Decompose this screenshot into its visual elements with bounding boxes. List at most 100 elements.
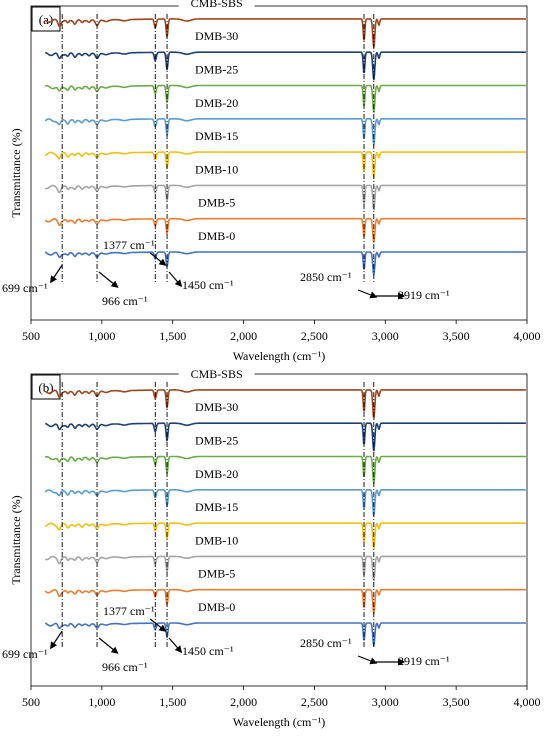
annotation-label: 1377 cm⁻¹ xyxy=(103,238,155,252)
series-label: DMB-25 xyxy=(195,63,238,77)
series-label: DMB-20 xyxy=(195,96,238,110)
series-line-dmb-30 xyxy=(44,51,527,81)
series-label-bg xyxy=(178,500,255,516)
series-label-bg xyxy=(178,62,255,78)
series-label-bg xyxy=(178,129,255,145)
x-tick-label: 3,000 xyxy=(372,329,399,343)
annotation-arrow xyxy=(149,618,167,632)
annotation-label: 1450 cm⁻¹ xyxy=(182,278,234,292)
series-line-dmb-15 xyxy=(44,151,527,178)
series-label-bg xyxy=(178,95,255,111)
series-line-dmb-25 xyxy=(44,84,527,113)
x-tick-label: 2,500 xyxy=(301,695,328,709)
x-tick-label: 500 xyxy=(22,329,40,343)
series-line-dmb-5 xyxy=(44,588,527,614)
x-tick-label: 1,000 xyxy=(88,695,115,709)
annotation-arrow xyxy=(98,637,119,654)
series-label: DMB-5 xyxy=(198,567,235,581)
annotation-label: 2919 cm⁻¹ xyxy=(398,288,450,302)
x-axis-label: Wavelength (cm⁻¹) xyxy=(233,715,326,729)
series-label: DMB-0 xyxy=(198,600,235,614)
annotation-arrow xyxy=(357,655,378,665)
annotation-arrow xyxy=(168,637,183,654)
x-tick-label: 3,000 xyxy=(372,695,399,709)
series-label: DMB-30 xyxy=(195,400,238,414)
annotation-arrow xyxy=(98,271,119,288)
series-line-cmb-sbs xyxy=(44,18,527,48)
series-label: CMB-SBS xyxy=(191,0,243,10)
annotation-label: 966 cm⁻¹ xyxy=(102,660,148,674)
x-tick-label: 3,500 xyxy=(443,695,470,709)
series-line-dmb-0 xyxy=(44,251,527,276)
x-axis-label: Wavelength (cm⁻¹) xyxy=(233,349,326,363)
series-label: DMB-30 xyxy=(195,29,238,43)
series-label-bg xyxy=(178,400,255,416)
series-line-dmb-10 xyxy=(44,555,527,582)
series-label-bg xyxy=(178,162,255,178)
series-line-dmb-10 xyxy=(44,184,527,211)
series-label-bg xyxy=(178,533,255,549)
series-line-dmb-0 xyxy=(44,622,527,647)
annotation-label: 966 cm⁻¹ xyxy=(102,294,148,308)
annotation-arrow xyxy=(149,252,167,266)
annotation-label: 2850 cm⁻¹ xyxy=(300,636,352,650)
series-label-bg xyxy=(178,0,255,11)
annotation-label: 699 cm⁻¹ xyxy=(2,647,48,661)
x-tick-label: 2,000 xyxy=(230,695,257,709)
series-label-bg xyxy=(178,566,255,582)
series-label-bg xyxy=(178,466,255,482)
annotation-arrow xyxy=(168,271,183,288)
series-label: DMB-25 xyxy=(195,434,238,448)
series-label: DMB-20 xyxy=(195,467,238,481)
plot-frame xyxy=(30,5,528,321)
x-tick-label: 2,500 xyxy=(301,329,328,343)
series-label: DMB-10 xyxy=(195,533,238,547)
series-line-dmb-5 xyxy=(44,217,527,243)
x-tick-label: 500 xyxy=(22,695,40,709)
series-line-cmb-sbs xyxy=(44,389,527,419)
series-line-dmb-20 xyxy=(44,489,527,517)
annotation-label: 1450 cm⁻¹ xyxy=(182,644,234,658)
annotation-label: 2919 cm⁻¹ xyxy=(398,654,450,668)
chart-panel-a: (a) 500 1,000 1,500 2,000 2,500 3,000 3,500 4,00… xyxy=(2,0,541,363)
y-axis-label: Transmittance (%) xyxy=(9,128,23,217)
series-label: CMB-SBS xyxy=(191,367,243,381)
series-label: DMB-0 xyxy=(198,229,235,243)
x-tick-label: 4,000 xyxy=(514,329,541,343)
series-label-bg xyxy=(178,195,255,211)
x-tick-label: 1,500 xyxy=(159,695,186,709)
series-line-dmb-30 xyxy=(44,422,527,452)
panel-label-text: (b) xyxy=(38,380,53,395)
series-label: DMB-15 xyxy=(195,129,238,143)
x-tick-label: 4,000 xyxy=(514,695,541,709)
series-line-dmb-25 xyxy=(44,455,527,484)
annotation-label: 699 cm⁻¹ xyxy=(2,281,48,295)
annotation-label: 1377 cm⁻¹ xyxy=(103,604,155,618)
plot-frame xyxy=(30,373,528,687)
series-line-dmb-15 xyxy=(44,522,527,549)
x-tick-label: 2,000 xyxy=(230,329,257,343)
panel-label: (b) xyxy=(31,374,61,400)
series-label-bg xyxy=(178,229,255,244)
y-axis-label: Transmittance (%) xyxy=(9,495,23,584)
x-tick-label: 3,500 xyxy=(443,329,470,343)
annotation-arrow xyxy=(357,289,378,299)
panel-label-box xyxy=(31,374,61,400)
series-label-bg xyxy=(178,433,255,449)
series-label: DMB-5 xyxy=(198,196,235,210)
series-label-bg xyxy=(178,29,255,45)
series-label: DMB-15 xyxy=(195,500,238,514)
series-label-bg xyxy=(178,600,255,615)
series-label-bg xyxy=(178,366,255,382)
series-line-dmb-20 xyxy=(44,118,527,146)
series-label: DMB-10 xyxy=(195,162,238,176)
annotation-label: 2850 cm⁻¹ xyxy=(300,270,352,284)
annotation-arrow xyxy=(50,264,63,284)
annotation-arrow xyxy=(50,630,63,650)
chart-panel-b: (b) 500 1,000 1,500 2,000 2,500 3,000 3,500 4,00… xyxy=(2,366,541,729)
x-tick-label: 1,500 xyxy=(159,329,186,343)
panel-label-text: (a) xyxy=(39,12,53,27)
x-tick-label: 1,000 xyxy=(88,329,115,343)
